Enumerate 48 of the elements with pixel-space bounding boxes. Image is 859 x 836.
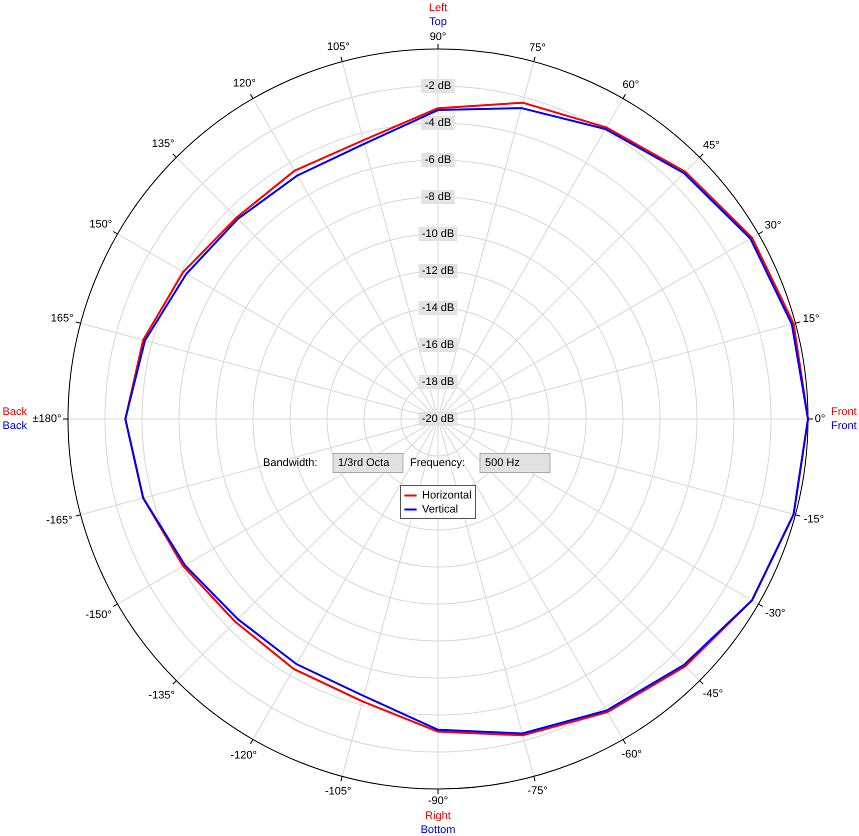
spoke-label: ±180° (32, 413, 62, 425)
spoke-label: 30° (764, 220, 782, 232)
spoke-label: 75° (529, 42, 546, 54)
text: Back (2, 406, 27, 418)
spoke-label: -30° (765, 608, 786, 620)
spoke-label: 15° (802, 313, 820, 326)
spoke-label: 150° (89, 218, 112, 230)
spoke-label: -90° (428, 795, 448, 807)
spoke-label: -60° (621, 748, 642, 760)
spoke-label: -105° (324, 786, 352, 798)
text: Frequency: (410, 457, 466, 469)
spoke-label: 90° (430, 31, 446, 43)
text: 1/3rd Octa (338, 457, 390, 469)
spoke-label: -135° (148, 689, 175, 702)
y-tick-label: -12 dB (422, 265, 454, 277)
y-tick-label: -10 dB (422, 228, 454, 240)
text: Bottom (420, 824, 456, 836)
spoke-label: -75° (527, 784, 548, 797)
spoke-label: -15° (804, 514, 824, 526)
spoke-label: 105° (326, 41, 350, 54)
y-tick-label: -20 dB (422, 413, 454, 425)
spoke-label: 0° (814, 413, 826, 425)
y-tick-label: -4 dB (424, 117, 452, 129)
y-tick-label: -14 dB (422, 302, 454, 314)
spoke-label: 120° (233, 78, 256, 90)
y-tick-label: -8 dB (424, 191, 452, 203)
spoke-label: 45° (703, 140, 720, 152)
spoke-label: 165° (50, 312, 74, 324)
spoke-label: 135° (152, 138, 175, 150)
text: Right (425, 810, 451, 822)
spoke-label: -165° (46, 514, 73, 526)
spoke-label: -45° (702, 688, 724, 700)
legend-label: Horizontal (422, 490, 472, 502)
text: 500 Hz (485, 457, 520, 469)
y-tick-label: -2 dB (424, 80, 452, 92)
spoke-label: 60° (622, 78, 640, 91)
text: Bandwidth: (263, 457, 318, 469)
spoke-label: -120° (230, 750, 257, 762)
text: Left (428, 2, 448, 14)
y-tick-label: -18 dB (422, 376, 454, 388)
text: Back (2, 420, 27, 432)
legend-label: Vertical (422, 504, 458, 516)
text: Front (831, 406, 857, 418)
text: Top (429, 16, 447, 28)
y-tick-label: -6 dB (424, 154, 452, 166)
y-tick-label: -16 dB (422, 339, 454, 351)
text: Front (831, 420, 857, 432)
spoke-label: -150° (85, 608, 112, 621)
